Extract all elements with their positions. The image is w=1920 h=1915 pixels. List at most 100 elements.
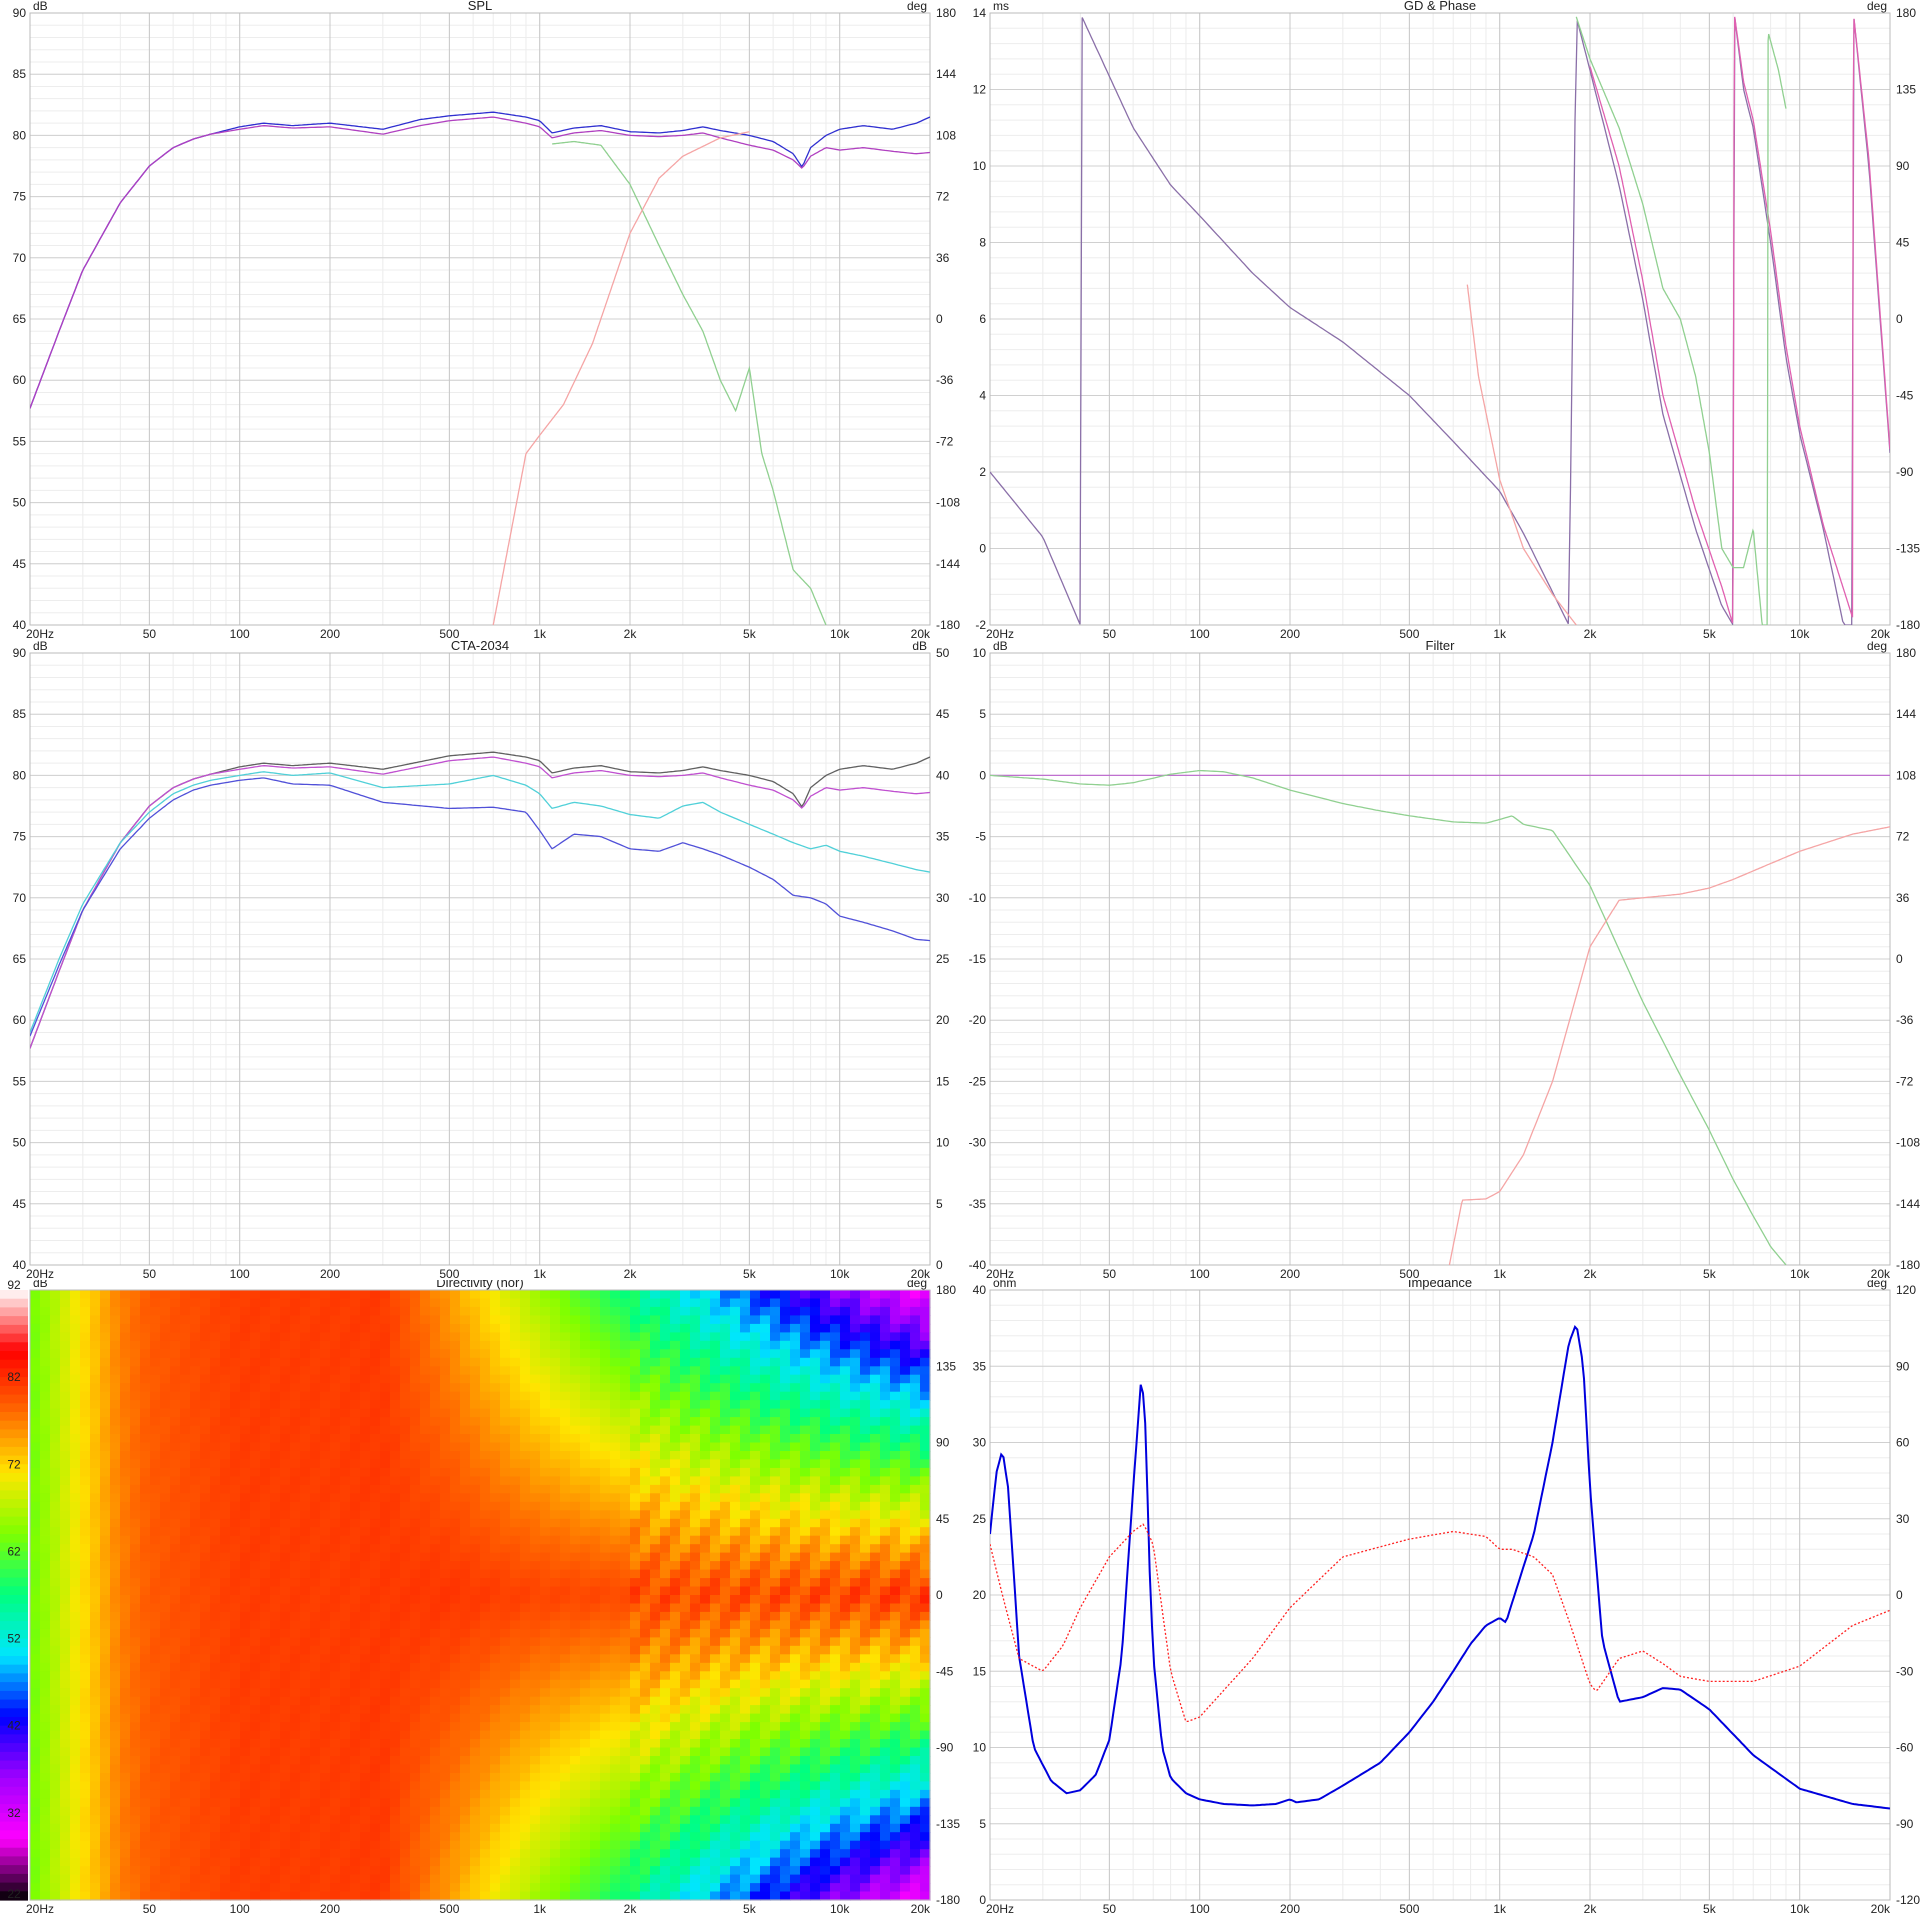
heatmap-cell xyxy=(330,1442,341,1452)
heatmap-cell xyxy=(280,1298,291,1308)
heatmap-cell xyxy=(40,1705,51,1715)
heatmap-cell xyxy=(460,1781,471,1791)
heatmap-cell xyxy=(420,1798,431,1808)
heatmap-cell xyxy=(640,1535,651,1545)
heatmap-cell xyxy=(450,1713,461,1723)
heatmap-cell xyxy=(550,1628,561,1638)
heatmap-cell xyxy=(610,1679,621,1689)
heatmap-cell xyxy=(220,1340,231,1350)
heatmap-cell xyxy=(440,1349,451,1359)
heatmap-cell xyxy=(490,1857,501,1867)
heatmap-cell xyxy=(60,1544,71,1554)
heatmap-cell xyxy=(70,1552,81,1562)
heatmap-cell xyxy=(120,1857,131,1867)
heatmap-cell xyxy=(610,1569,621,1579)
heatmap-cell xyxy=(520,1637,531,1647)
heatmap-cell xyxy=(230,1671,241,1681)
heatmap-cell xyxy=(170,1815,181,1825)
heatmap-cell xyxy=(470,1578,481,1588)
heatmap-cell xyxy=(330,1535,341,1545)
heatmap-cell xyxy=(460,1595,471,1605)
heatmap-cell xyxy=(40,1484,51,1494)
heatmap-cell xyxy=(290,1840,301,1850)
heatmap-cell xyxy=(340,1857,351,1867)
heatmap-cell xyxy=(360,1366,371,1376)
heatmap-cell xyxy=(530,1366,541,1376)
heatmap-cell xyxy=(170,1484,181,1494)
heatmap-cell xyxy=(590,1400,601,1410)
x-tick-label: 20k xyxy=(911,1267,931,1280)
heatmap-cell xyxy=(550,1832,561,1842)
heatmap-cell xyxy=(490,1357,501,1367)
heatmap-cell xyxy=(480,1298,491,1308)
heatmap-cell xyxy=(600,1722,611,1732)
heatmap-cell xyxy=(50,1332,61,1342)
heatmap-cell xyxy=(190,1688,201,1698)
heatmap-cell xyxy=(450,1510,461,1520)
heatmap-cell xyxy=(180,1781,191,1791)
heatmap-cell xyxy=(540,1688,551,1698)
heatmap-cell xyxy=(530,1434,541,1444)
heatmap-cell xyxy=(500,1815,511,1825)
heatmap-cell xyxy=(480,1425,491,1435)
heatmap-cell xyxy=(280,1747,291,1757)
heatmap-cell xyxy=(490,1637,501,1647)
heatmap-cell xyxy=(420,1349,431,1359)
heatmap-cell xyxy=(380,1883,391,1893)
heatmap-cell xyxy=(200,1298,211,1308)
heatmap-cell xyxy=(40,1442,51,1452)
heatmap-cell xyxy=(70,1874,81,1884)
heatmap-cell xyxy=(30,1290,41,1300)
heatmap-cell xyxy=(360,1332,371,1342)
heatmap-cell xyxy=(210,1662,221,1672)
heatmap-cell xyxy=(540,1722,551,1732)
heatmap-cell xyxy=(450,1832,461,1842)
heatmap-cell xyxy=(570,1730,581,1740)
heatmap-cell xyxy=(370,1400,381,1410)
heatmap-cell xyxy=(630,1374,641,1384)
heatmap-cell xyxy=(50,1832,61,1842)
heatmap-cell xyxy=(380,1323,391,1333)
heatmap-cell xyxy=(330,1730,341,1740)
heatmap-cell xyxy=(210,1357,221,1367)
heatmap-cell xyxy=(490,1391,501,1401)
heatmap-cell xyxy=(540,1315,551,1325)
heatmap-cell xyxy=(250,1383,261,1393)
series-line-3 xyxy=(30,771,930,1033)
heatmap-cell xyxy=(480,1510,491,1520)
heatmap-cell xyxy=(290,1764,301,1774)
heatmap-cell xyxy=(260,1357,271,1367)
heatmap-cell xyxy=(40,1306,51,1316)
heatmap-cell xyxy=(140,1815,151,1825)
heatmap-cell xyxy=(170,1451,181,1461)
heatmap-cell xyxy=(360,1569,371,1579)
heatmap-cell xyxy=(400,1315,411,1325)
heatmap-cell xyxy=(610,1442,621,1452)
heatmap-cell xyxy=(270,1366,281,1376)
heatmap-cell xyxy=(570,1857,581,1867)
heatmap-cell xyxy=(350,1857,361,1867)
heatmap-cell xyxy=(270,1315,281,1325)
heatmap-cell xyxy=(520,1645,531,1655)
heatmap-cell xyxy=(630,1451,641,1461)
heatmap-cell xyxy=(300,1561,311,1571)
heatmap-cell xyxy=(90,1722,101,1732)
heatmap-cell xyxy=(460,1340,471,1350)
heatmap-cell xyxy=(380,1459,391,1469)
heatmap-cell xyxy=(490,1298,501,1308)
heatmap-cell xyxy=(130,1391,141,1401)
y-tick-label: -15 xyxy=(969,952,987,966)
chart-title: SPL xyxy=(468,0,493,13)
heatmap-cell xyxy=(600,1391,611,1401)
heatmap-cell xyxy=(490,1561,501,1571)
heatmap-cell xyxy=(500,1501,511,1511)
heatmap-cell xyxy=(430,1459,441,1469)
heatmap-cell xyxy=(510,1832,521,1842)
heatmap-cell xyxy=(60,1332,71,1342)
heatmap-cell xyxy=(90,1332,101,1342)
heatmap-cell xyxy=(130,1323,141,1333)
heatmap-cell xyxy=(400,1306,411,1316)
heatmap-cell xyxy=(120,1823,131,1833)
heatmap-cell xyxy=(500,1722,511,1732)
heatmap-cell xyxy=(280,1578,291,1588)
